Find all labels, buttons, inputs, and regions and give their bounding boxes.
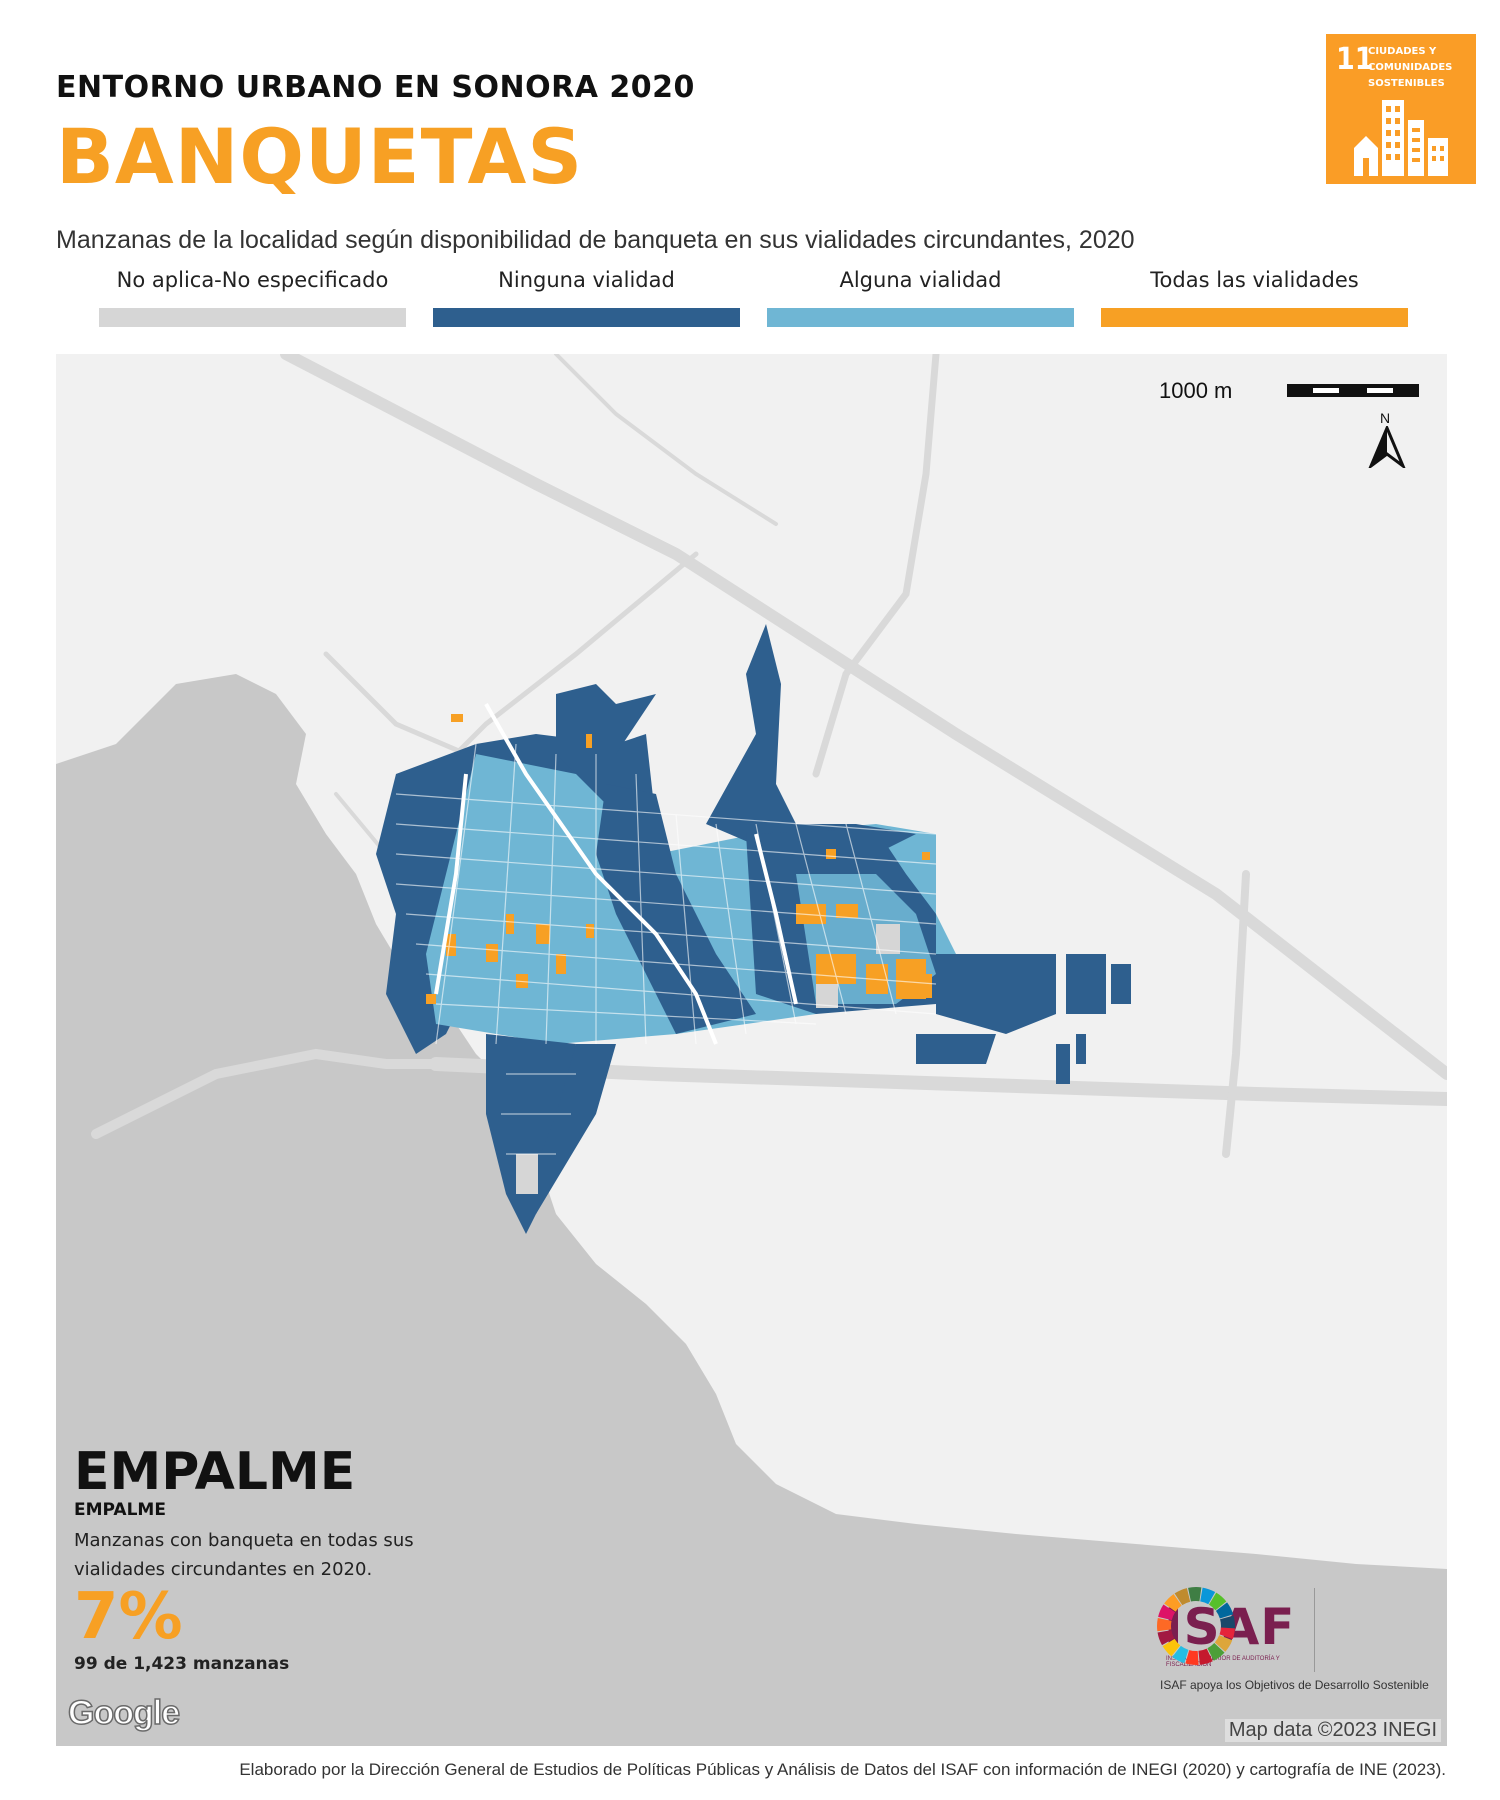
block-no-aplica-2 [816, 982, 838, 1008]
sdg-number: 11 [1336, 42, 1374, 77]
street-line [635, 773, 647, 1045]
street-line [495, 743, 517, 1045]
legend-label: Todas las vialidades [1150, 268, 1359, 292]
page-title: BANQUETAS [56, 112, 584, 201]
block-todas [586, 734, 592, 748]
block-todas [486, 944, 498, 962]
block-region-ninguna-north [706, 624, 916, 854]
road-vertical-east [1222, 870, 1250, 1158]
sdg-text: CIUDADES Y COMUNIDADES SOSTENIBLES [1368, 46, 1453, 89]
block-far-east-2 [1111, 964, 1131, 1004]
block-todas [916, 974, 932, 998]
block-todas [556, 954, 566, 974]
map[interactable]: 1000 m N EMPALME EMPALME Manzanas con ba… [56, 354, 1447, 1746]
google-logo[interactable]: Google [67, 1693, 181, 1733]
city-buildings-icon [1354, 100, 1448, 176]
block-todas [451, 714, 463, 722]
block-todas [446, 934, 456, 956]
footer-credit: Elaborado por la Dirección General de Es… [239, 1760, 1446, 1779]
main-avenue-2 [434, 773, 468, 995]
road-west [323, 651, 469, 757]
place-subname: EMPALME [74, 1500, 166, 1520]
block-todas [426, 994, 436, 1004]
block-region-ninguna-center [596, 784, 756, 1034]
block-todas [506, 914, 514, 934]
street-line [715, 823, 747, 1035]
scale-label: 1000 m [1159, 378, 1233, 403]
street-line [425, 973, 937, 1015]
highway-diagonal [280, 354, 1447, 1080]
road-secondary [554, 354, 778, 526]
legend-swatch [99, 308, 406, 327]
stat-description: Manzanas con banqueta en todas sus viali… [74, 1530, 414, 1580]
header-kicker: ENTORNO URBANO EN SONORA 2020 [56, 70, 695, 105]
legend-swatch [1101, 308, 1408, 327]
street-line [435, 1003, 817, 1025]
isaf-subtitle: INSTITUTO SUPERIOR DE AUDITORÍA Y FISCAL… [1166, 1656, 1280, 1668]
partner-caption: ISAF apoya los Objetivos de Desarrollo S… [1160, 1678, 1429, 1692]
street-line [395, 823, 937, 865]
block-far-southeast [1056, 1044, 1070, 1084]
map-canvas [56, 354, 1447, 1746]
north-label: N [1380, 410, 1391, 426]
sdg-badge: 11 CIUDADES Y COMUNIDADES SOSTENIBLES [1326, 34, 1476, 184]
street-line [545, 753, 557, 1045]
legend-item-ninguna: Ninguna vialidad [433, 268, 740, 327]
street-line [405, 913, 937, 955]
coast-water [56, 1214, 416, 1604]
scale-bar-graphic [1287, 384, 1419, 397]
map-subtitle: Manzanas de la localidad según disponibi… [56, 226, 1135, 254]
legend-label: No aplica-No especificado [116, 268, 389, 292]
block-region-south [486, 1034, 576, 1234]
sdg-wheel-icon [1157, 1587, 1235, 1665]
map-credit[interactable]: Map data ©2023 INEGI [1224, 1719, 1441, 1742]
street-line [675, 813, 697, 1045]
block-far-southeast-2 [1076, 1034, 1086, 1064]
block-region-ninguna-northwest [556, 684, 656, 774]
block-no-aplica-1 [876, 924, 900, 954]
north-arrow: N [1367, 410, 1407, 470]
north-arrow-icon [1368, 426, 1406, 468]
logo-divider [1314, 1588, 1315, 1672]
stat-percent: 7% [74, 1580, 183, 1654]
road-northwest [433, 551, 699, 777]
block-todas [536, 924, 550, 944]
block-todas [836, 904, 858, 918]
block-region-far-east [936, 954, 1056, 1034]
place-name: EMPALME [74, 1442, 356, 1502]
block-region-south-east [526, 1044, 616, 1214]
street-line [845, 823, 897, 1015]
block-region-southeast [916, 1034, 996, 1064]
block-todas [816, 954, 856, 984]
street-line [795, 823, 847, 1015]
legend-label: Alguna vialidad [839, 268, 1002, 292]
partner-logos: ISAF INSTITUTO SUPERIOR DE AUDITORÍA Y F… [1154, 1584, 1444, 1694]
legend-item-alguna: Alguna vialidad [767, 268, 1074, 327]
block-todas [826, 849, 836, 859]
main-avenue-3 [754, 833, 798, 1005]
street-line [395, 883, 937, 925]
legend-label: Ninguna vialidad [498, 268, 675, 292]
city-blocks [376, 624, 1131, 1234]
street-line [395, 853, 937, 895]
legend-item-no-aplica: No aplica-No especificado [99, 268, 406, 327]
legend: No aplica-No especificado Ninguna vialid… [99, 268, 1409, 328]
block-todas [922, 852, 930, 860]
block-far-east-1 [1066, 954, 1106, 1014]
road-north [812, 354, 940, 778]
scale-bar: 1000 m [1159, 376, 1419, 408]
main-avenue [484, 703, 718, 1045]
road-coastal [91, 1048, 441, 1139]
inlet-water [436, 1234, 576, 1454]
block-todas [586, 924, 594, 938]
legend-swatch [433, 308, 740, 327]
street-line [435, 743, 477, 1045]
legend-swatch [767, 308, 1074, 327]
legend-item-todas: Todas las vialidades [1101, 268, 1408, 327]
block-no-aplica-3 [516, 1154, 538, 1194]
street-line [395, 793, 937, 835]
stat-count: 99 de 1,423 manzanas [74, 1654, 290, 1674]
